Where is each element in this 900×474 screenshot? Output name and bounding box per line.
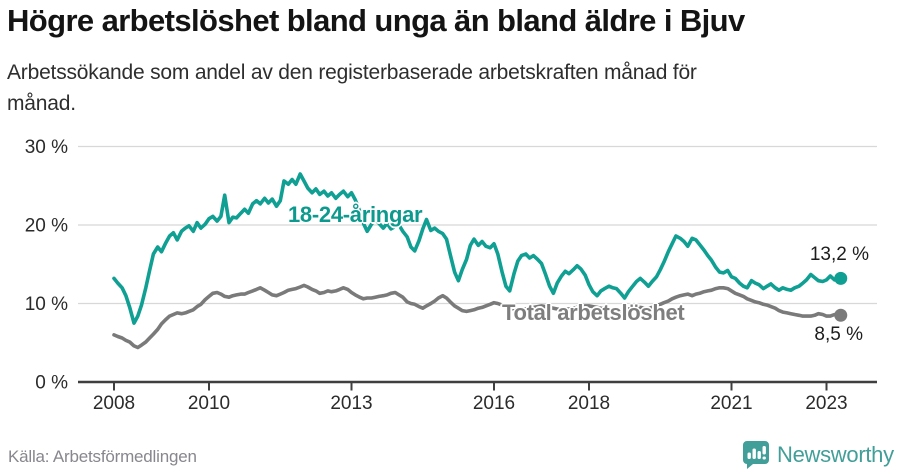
series-label-total: Total arbetslöshet <box>502 300 685 325</box>
y-tick-label: 30 % <box>25 137 68 158</box>
x-tick-label: 2016 <box>473 393 515 414</box>
series-end-dot-youth <box>834 271 848 285</box>
newsworthy-logo-icon <box>743 441 769 469</box>
newsworthy-brand: Newsworthy <box>742 440 894 470</box>
source-attribution: Källa: Arbetsförmedlingen <box>8 447 197 466</box>
x-tick-label: 2023 <box>805 393 847 414</box>
page-title: Högre arbetslöshet bland unga än bland ä… <box>7 3 745 38</box>
series-line-youth <box>112 172 843 325</box>
x-tick-label: 2013 <box>330 393 372 414</box>
x-tick-label: 2018 <box>568 393 610 414</box>
end-value-total: 8,5 % <box>814 324 863 345</box>
y-tick-label: 10 % <box>25 294 68 315</box>
newsworthy-wordmark: Newsworthy <box>777 442 894 467</box>
chart-subtitle: Arbetssökande som andel av den registerb… <box>7 61 697 115</box>
series-line-total <box>112 283 843 350</box>
unemployment-line-chart: 0 % 10 % 20 % 30 % 2008 2010 2013 2016 2018 2021 2… <box>25 137 877 414</box>
series-label-youth: 18-24-åringar <box>288 202 423 227</box>
x-tick-label: 2021 <box>710 393 752 414</box>
x-tick-label: 2008 <box>93 393 135 414</box>
end-value-youth: 13,2 % <box>809 244 869 265</box>
series-end-dot-total <box>834 308 848 322</box>
y-tick-label: 0 % <box>35 373 68 394</box>
x-tick-label: 2010 <box>188 393 230 414</box>
y-tick-label: 20 % <box>25 216 68 237</box>
